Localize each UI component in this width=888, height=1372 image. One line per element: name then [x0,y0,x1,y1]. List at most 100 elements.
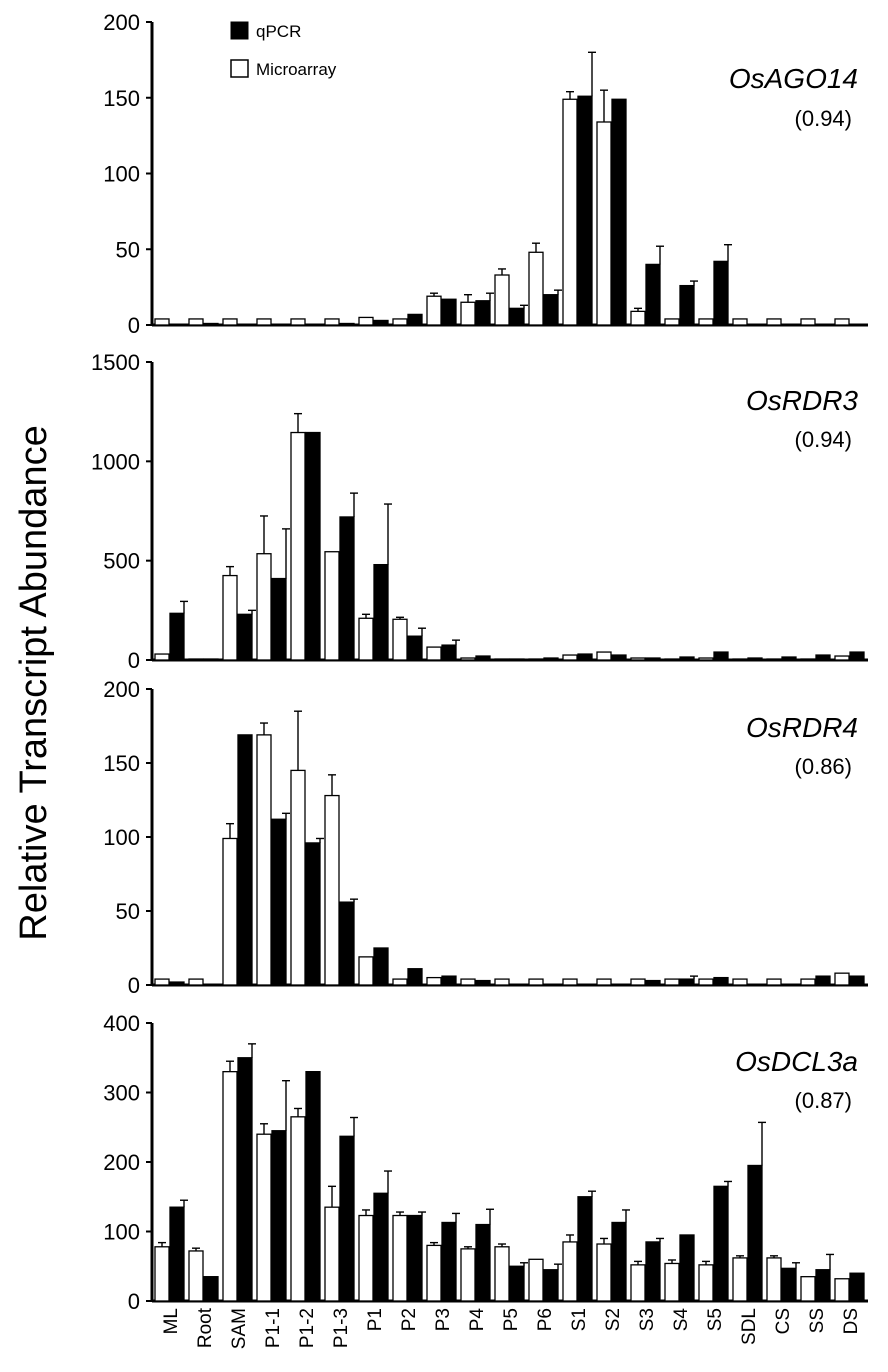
bar-qpcr-P1-2 [305,842,321,986]
bar-microarray-S5 [698,657,714,661]
bar-microarray-SDL [732,658,748,661]
bar-microarray-S2 [596,1243,612,1302]
y-tick-label: 500 [103,549,140,574]
bar-microarray-S3 [630,310,646,326]
y-tick-label: 300 [103,1081,140,1106]
legend-qpcr-label: qPCR [256,22,301,41]
y-tick-label: 0 [128,648,140,673]
bar-microarray-S2 [596,651,612,661]
x-tick-label: CS [773,1308,794,1334]
bar-microarray-P1-2 [290,1116,306,1302]
bar-microarray-S2 [596,121,612,326]
bar-qpcr-P2 [407,1214,423,1302]
bar-qpcr-P1-2 [305,1071,321,1302]
bar-microarray-P2 [392,1214,408,1302]
x-tick-label: SDL [739,1308,760,1345]
x-tick-label: P1-1 [263,1308,284,1348]
bar-qpcr-P5 [509,658,525,661]
y-tick-label: 200 [103,1150,140,1175]
bar-microarray-SDL [732,1257,748,1302]
bar-qpcr-P1-3 [339,1135,355,1302]
y-tick-label: 0 [128,1289,140,1314]
bar-microarray-P1-1 [256,1133,272,1302]
y-tick-label: 0 [128,313,140,338]
correlation-value: (0.86) [795,754,852,779]
bar-microarray-P2 [392,978,408,986]
bar-qpcr-P5 [509,307,525,326]
bar-qpcr-S3 [645,263,661,326]
bar-qpcr-SS [815,975,831,986]
x-tick-label: P1-3 [331,1308,352,1348]
bar-microarray-P1-2 [290,769,306,986]
bar-qpcr-P1 [373,1192,389,1302]
y-tick-label: 200 [103,10,140,35]
bar-microarray-DS [834,1278,850,1302]
bar-microarray-S4 [664,1262,680,1302]
x-tick-label: Root [195,1307,216,1348]
bar-microarray-P4 [460,1248,476,1302]
bar-qpcr-S4 [679,284,695,326]
bar-microarray-P6 [528,978,544,986]
bar-microarray-ML [154,318,170,326]
bar-qpcr-S5 [713,260,729,326]
bar-qpcr-S4 [679,978,695,986]
panel-OsAGO14: 0 50 100 150 200 OsAGO14 (0.94) [103,10,868,338]
y-tick-label: 100 [103,162,140,187]
bar-microarray-P4 [460,301,476,326]
bar-qpcr-S2 [611,654,627,661]
bar-qpcr-P5 [509,1265,525,1302]
bar-qpcr-P1 [373,319,389,326]
bar-microarray-SS [800,318,816,326]
bar-microarray-P3 [426,295,442,326]
x-tick-label: P2 [399,1308,420,1331]
bar-qpcr-P6 [543,294,559,326]
x-tick-label: P1 [365,1308,386,1331]
bar-qpcr-P1-3 [339,322,355,326]
y-tick-label: 0 [128,973,140,998]
bar-qpcr-SAM [237,613,253,661]
bar-qpcr-S5 [713,976,729,986]
bar-microarray-P2 [392,318,408,326]
bar-microarray-CS [766,1257,782,1302]
bar-qpcr-P1-3 [339,516,355,661]
bar-microarray-S4 [664,978,680,986]
bar-qpcr-S1 [577,1196,593,1302]
bar-qpcr-P3 [441,1221,457,1302]
bar-qpcr-P2 [407,968,423,986]
bar-microarray-DS [834,318,850,326]
legend-microarray-label: Microarray [256,60,337,79]
bar-qpcr-ML [169,612,185,661]
y-tick-label: 50 [116,899,140,924]
bar-microarray-P1-1 [256,553,272,661]
bar-qpcr-DS [849,1272,865,1302]
legend-microarray-swatch [230,59,249,78]
bar-microarray-Root [188,658,204,661]
bar-qpcr-DS [849,975,865,986]
bar-microarray-ML [154,1246,170,1302]
bar-qpcr-P1 [373,563,389,661]
x-tick-labels: ML Root SAM P1-1 P1-2 P1-3 P1 P2 P3 P4 P5 P6 S1 S2 S3 S… [161,1307,862,1349]
bar-microarray-SAM [222,1071,238,1302]
x-tick-label: P3 [433,1308,454,1331]
bar-qpcr-P3 [441,975,457,986]
bar-qpcr-DS [849,651,865,661]
bar-microarray-P6 [528,251,544,326]
bar-qpcr-SDL [747,1164,763,1302]
bar-qpcr-P3 [441,644,457,661]
bar-microarray-SAM [222,318,238,326]
bar-microarray-P6 [528,658,544,661]
x-tick-label: P6 [535,1308,556,1331]
y-tick-label: 100 [103,825,140,850]
bar-microarray-S5 [698,978,714,986]
legend: qPCR Microarray [230,21,337,79]
y-tick-label: 200 [103,677,140,702]
bar-qpcr-S4 [679,656,695,661]
correlation-value: (0.94) [795,427,852,452]
x-tick-label: S5 [705,1308,726,1331]
bar-microarray-P5 [494,274,510,326]
gene-name: OsRDR3 [746,385,858,416]
bar-microarray-S3 [630,978,646,986]
bar-microarray-P1-3 [324,551,340,661]
bar-microarray-DS [834,655,850,661]
